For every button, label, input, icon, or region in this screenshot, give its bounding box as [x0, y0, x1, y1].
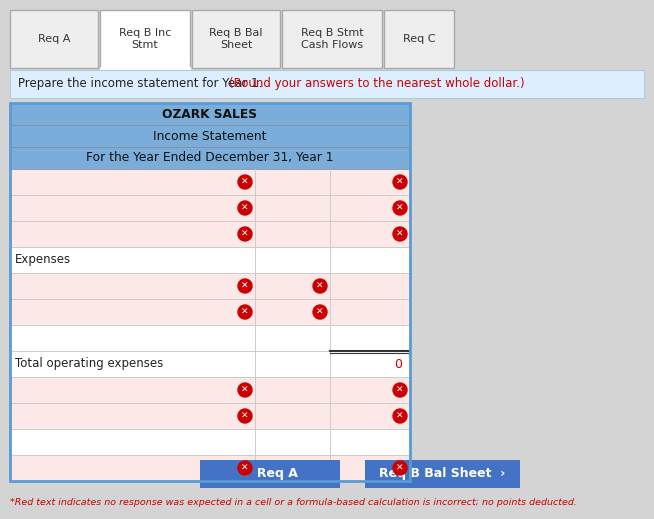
Text: ✕: ✕ — [241, 282, 249, 291]
Bar — [0, 0, 654, 10]
Text: ✕: ✕ — [396, 412, 404, 421]
Bar — [100, 10, 190, 68]
Bar — [10, 103, 410, 125]
Bar — [10, 247, 410, 273]
Circle shape — [393, 227, 407, 241]
Text: Req C: Req C — [403, 34, 436, 44]
Text: ✕: ✕ — [396, 464, 404, 473]
Text: ✕: ✕ — [241, 412, 249, 421]
Text: 0: 0 — [394, 358, 402, 371]
Text: ✕: ✕ — [396, 178, 404, 187]
Circle shape — [393, 383, 407, 397]
Bar — [10, 325, 410, 351]
Text: ✕: ✕ — [241, 230, 249, 239]
Circle shape — [238, 227, 252, 241]
Circle shape — [393, 461, 407, 475]
Circle shape — [393, 201, 407, 215]
Bar — [10, 195, 410, 221]
Circle shape — [238, 175, 252, 189]
Bar — [10, 351, 410, 377]
Text: ✕: ✕ — [241, 308, 249, 317]
Bar — [10, 377, 410, 403]
Text: Total operating expenses: Total operating expenses — [15, 358, 164, 371]
Text: ✕: ✕ — [317, 282, 324, 291]
Bar — [200, 460, 340, 488]
Bar — [10, 403, 410, 429]
Bar — [10, 70, 644, 98]
Text: ✕: ✕ — [241, 464, 249, 473]
Text: ✕: ✕ — [241, 204, 249, 213]
Bar — [282, 10, 382, 68]
Text: Req B Bal
Sheet: Req B Bal Sheet — [209, 28, 263, 50]
Bar — [10, 455, 410, 481]
Text: Expenses: Expenses — [15, 253, 71, 266]
Text: ✕: ✕ — [396, 230, 404, 239]
Text: Req B Stmt
Cash Flows: Req B Stmt Cash Flows — [301, 28, 364, 50]
Bar — [10, 299, 410, 325]
Bar — [192, 10, 280, 68]
Text: Req B Inc
Stmt: Req B Inc Stmt — [119, 28, 171, 50]
Circle shape — [313, 305, 327, 319]
Circle shape — [393, 409, 407, 423]
Bar — [365, 460, 520, 488]
Bar — [10, 221, 410, 247]
Circle shape — [238, 383, 252, 397]
Text: ‹  Req A: ‹ Req A — [243, 468, 298, 481]
Circle shape — [393, 175, 407, 189]
Bar — [10, 273, 410, 299]
Circle shape — [238, 305, 252, 319]
Bar — [10, 429, 410, 455]
Text: ✕: ✕ — [396, 386, 404, 395]
Text: ✕: ✕ — [396, 204, 404, 213]
Text: OZARK SALES: OZARK SALES — [162, 107, 258, 120]
Bar — [384, 10, 454, 68]
Circle shape — [238, 409, 252, 423]
Circle shape — [238, 201, 252, 215]
Text: ✕: ✕ — [241, 386, 249, 395]
Text: Req A: Req A — [38, 34, 70, 44]
Text: Prepare the income statement for Year 1.: Prepare the income statement for Year 1. — [18, 77, 266, 90]
Bar — [10, 147, 410, 169]
Text: Req B Bal Sheet  ›: Req B Bal Sheet › — [379, 468, 506, 481]
Circle shape — [313, 279, 327, 293]
Circle shape — [238, 461, 252, 475]
Text: ✕: ✕ — [241, 178, 249, 187]
Text: Income Statement: Income Statement — [153, 130, 267, 143]
Text: For the Year Ended December 31, Year 1: For the Year Ended December 31, Year 1 — [86, 152, 334, 165]
Bar — [10, 125, 410, 147]
Bar — [10, 10, 98, 68]
Text: (Round your answers to the nearest whole dollar.): (Round your answers to the nearest whole… — [229, 77, 525, 90]
Text: ✕: ✕ — [317, 308, 324, 317]
Bar — [10, 103, 410, 481]
Bar — [10, 169, 410, 195]
Circle shape — [238, 279, 252, 293]
Text: *Red text indicates no response was expected in a cell or a formula-based calcul: *Red text indicates no response was expe… — [10, 498, 577, 507]
